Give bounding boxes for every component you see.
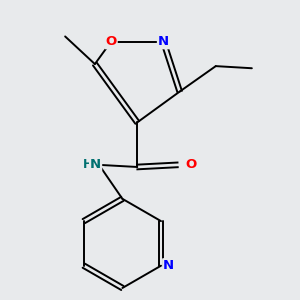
Text: H: H [83,158,93,171]
Text: O: O [105,35,117,48]
Text: N: N [158,35,169,48]
Text: N: N [90,158,101,171]
Text: N: N [163,259,174,272]
Text: O: O [185,158,196,171]
